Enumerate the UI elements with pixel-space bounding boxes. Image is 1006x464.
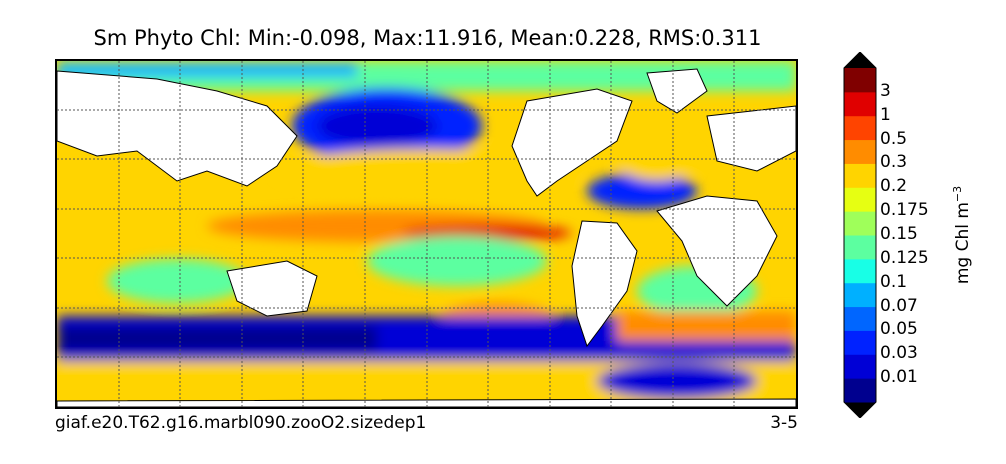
colorbar-tick-label: 0.15 [880, 224, 918, 244]
colorbar-tick-label: 0.2 [880, 176, 908, 197]
colorbar-tick-label: 0.1 [880, 271, 908, 292]
colorbar-segment [844, 163, 876, 188]
colorbar-tick-label: 0.01 [880, 367, 918, 388]
global-chlorophyll-map [55, 59, 798, 409]
colorbar-min-extend [844, 402, 876, 418]
colorbar-tick-label: 0.05 [880, 319, 918, 340]
colorbar-tick-label: 0.07 [880, 295, 918, 316]
run-id-label: giaf.e20.T62.g16.marbl090.zooO2.sizedep1 [55, 413, 427, 433]
colorbar-segment [844, 235, 876, 260]
colorbar-segment [844, 378, 876, 403]
colorbar-segment [844, 330, 876, 355]
map-title: Sm Phyto Chl: Min:-0.098, Max:11.916, Me… [93, 26, 762, 50]
colorbar-tick-label: 0.03 [880, 343, 918, 364]
land-masses [57, 68, 796, 407]
colorbar-segment [844, 211, 876, 236]
map-grid [57, 61, 796, 407]
colorbar-segment [844, 115, 876, 141]
colorbar-segment [844, 354, 876, 379]
colorbar-tick-label: 3 [880, 80, 891, 101]
map-svg [57, 61, 796, 407]
colorbar-segment [844, 91, 876, 117]
season-label: 3-5 [770, 413, 798, 433]
colorbar-segment [844, 187, 876, 212]
colorbar-tick-label: 0.175 [880, 200, 929, 221]
colorbar-segment [844, 68, 876, 93]
colorbar-units-label: mg Chl m−3 [951, 185, 973, 285]
colorbar-segment [844, 139, 876, 164]
colorbar-segment [844, 282, 876, 308]
colorbar-max-extend [844, 52, 876, 68]
colorbar-frame [843, 52, 877, 418]
colorbar-segment [844, 306, 876, 331]
colorbar [843, 52, 877, 418]
colorbar-tick-label: 0.5 [880, 128, 908, 149]
colorbar-segment [844, 258, 876, 284]
colorbar-tick-label: 1 [880, 104, 891, 125]
colorbar-tick-label: 0.3 [880, 152, 908, 173]
colorbar-tick-label: 0.125 [880, 247, 929, 268]
